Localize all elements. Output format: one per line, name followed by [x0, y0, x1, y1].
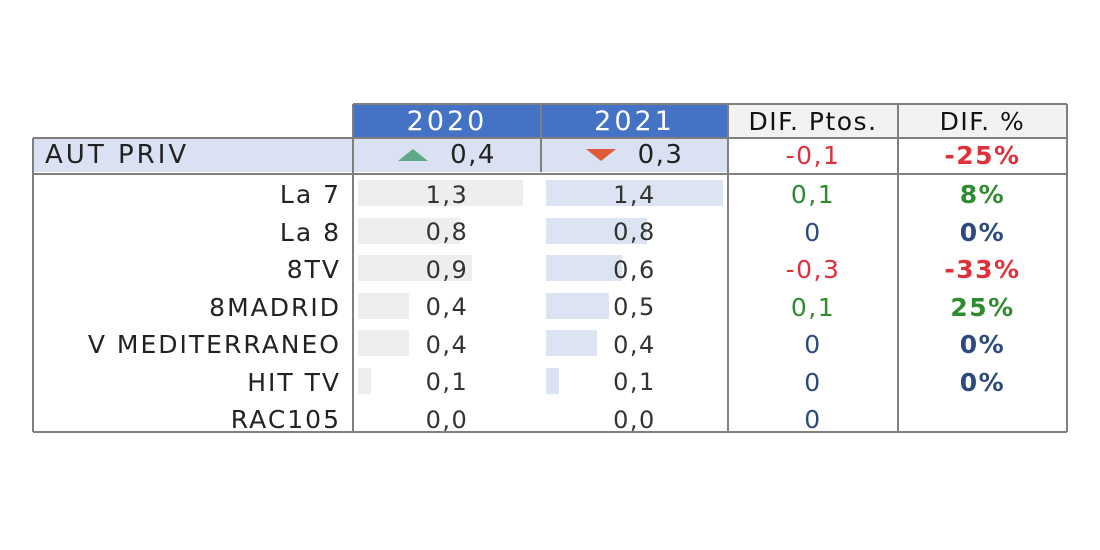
- value-2020: 0,1: [425, 368, 469, 397]
- bar-2020: [358, 217, 460, 244]
- grid-line: [1066, 104, 1068, 432]
- row-label: V MEDITERRANEO: [87, 330, 341, 360]
- grid-line: [352, 104, 354, 432]
- value-2021: 0,5: [613, 293, 656, 322]
- dif-ptos: 0: [804, 330, 822, 360]
- total-dif-pct: -25%: [944, 140, 1021, 170]
- audience-table: 2020 2021 DIF. Ptos. DIF. % AUT PRIV 0,4 0,3 -0…: [32, 103, 1068, 434]
- grid-line: [32, 138, 34, 432]
- dif-pct: 25%: [950, 292, 1015, 322]
- grid-line: [33, 173, 1067, 175]
- value-2021: 0,8: [613, 218, 656, 247]
- total-2020-cell: 0,4: [353, 138, 541, 172]
- bar-2021: [546, 330, 597, 356]
- bar-2021: [546, 217, 648, 244]
- bar-2020: [358, 330, 409, 356]
- dif-ptos: 0: [804, 217, 822, 247]
- value-2020: 0,4: [425, 330, 469, 359]
- total-dif-ptos: -0,1: [785, 140, 841, 170]
- grid-line: [540, 104, 542, 172]
- dif-ptos: 0,1: [790, 292, 836, 322]
- grid-line: [33, 137, 1067, 139]
- grid-line: [897, 104, 899, 432]
- value-2020: 0,9: [425, 255, 469, 284]
- value-2021: 1,4: [613, 180, 656, 209]
- value-2021: 0,4: [613, 330, 656, 359]
- bar-2020: [358, 292, 409, 319]
- header-2021: 2021: [541, 104, 728, 138]
- value-2021: 0,0: [613, 405, 656, 434]
- grid-line: [727, 104, 729, 432]
- row-label: RAC105: [230, 405, 341, 435]
- bar-2021: [546, 292, 610, 319]
- total-label: AUT PRIV: [45, 140, 190, 170]
- grid-line: [33, 431, 1067, 433]
- dif-ptos: -0,3: [785, 255, 841, 285]
- header-2020: 2020: [353, 104, 541, 138]
- row-label: 8MADRID: [209, 292, 341, 322]
- header-dif-ptos: DIF. Ptos.: [728, 104, 898, 138]
- total-2021-cell: 0,3: [541, 138, 728, 172]
- bar-2021: [546, 255, 622, 281]
- total-2021-value: 0,3: [637, 140, 684, 170]
- row-label: HIT TV: [247, 367, 341, 397]
- header-dif-pct: DIF. %: [898, 104, 1067, 138]
- triangle-up-icon: [398, 149, 429, 161]
- row-label: La 7: [279, 180, 341, 210]
- row-label: 8TV: [286, 255, 341, 285]
- value-2020: 0,4: [425, 293, 469, 322]
- row-label: La 8: [279, 217, 341, 247]
- dif-ptos: 0: [804, 405, 822, 435]
- dif-pct: 0%: [959, 217, 1006, 247]
- bar-2020: [358, 255, 473, 281]
- bar-2020: [358, 180, 524, 206]
- value-2020: 0,0: [425, 405, 469, 434]
- value-2021: 0,1: [613, 368, 656, 397]
- dif-pct: 0%: [959, 367, 1006, 397]
- grid-line: [353, 103, 1067, 105]
- total-2020-value: 0,4: [450, 140, 496, 170]
- value-2020: 1,3: [425, 180, 469, 209]
- dif-pct: 8%: [959, 180, 1006, 210]
- bar-2020: [358, 367, 371, 394]
- bar-2021: [546, 367, 559, 394]
- bar-2021: [546, 180, 723, 206]
- value-2020: 0,8: [425, 218, 469, 247]
- dif-pct: 0%: [959, 330, 1006, 360]
- value-2021: 0,6: [613, 255, 656, 284]
- dif-ptos: 0,1: [790, 180, 836, 210]
- triangle-down-icon: [585, 149, 616, 161]
- dif-ptos: 0: [804, 367, 822, 397]
- dif-pct: -33%: [944, 255, 1021, 285]
